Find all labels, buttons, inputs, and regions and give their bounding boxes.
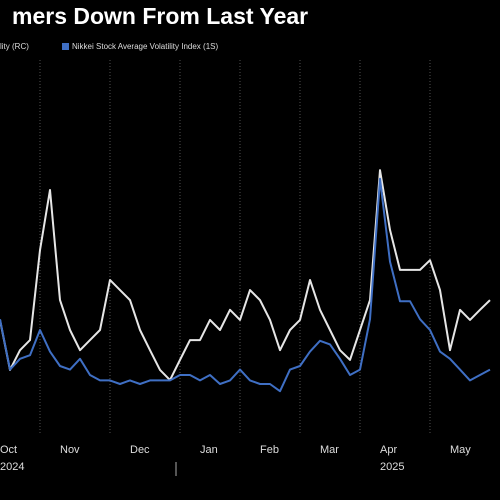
x-tick-label: Oct xyxy=(0,444,17,456)
x-year-label: 2025 xyxy=(380,461,404,473)
legend-label: lity (RC) xyxy=(0,42,29,51)
legend-swatch xyxy=(62,43,69,50)
x-tick-label: Mar xyxy=(320,444,339,456)
series-line xyxy=(0,169,491,382)
x-tick-label: Apr xyxy=(380,444,397,456)
chart-title: mers Down From Last Year xyxy=(12,3,308,29)
series-line xyxy=(0,177,491,393)
x-tick-label: Dec xyxy=(130,444,150,456)
x-tick-label: Jan xyxy=(200,444,218,456)
x-year-label: 2024 xyxy=(0,461,24,473)
x-tick-label: May xyxy=(450,444,471,456)
x-tick-label: Feb xyxy=(260,444,279,456)
x-tick-label: Nov xyxy=(60,444,80,456)
legend-label: Nikkei Stock Average Volatility Index (1… xyxy=(72,42,218,51)
